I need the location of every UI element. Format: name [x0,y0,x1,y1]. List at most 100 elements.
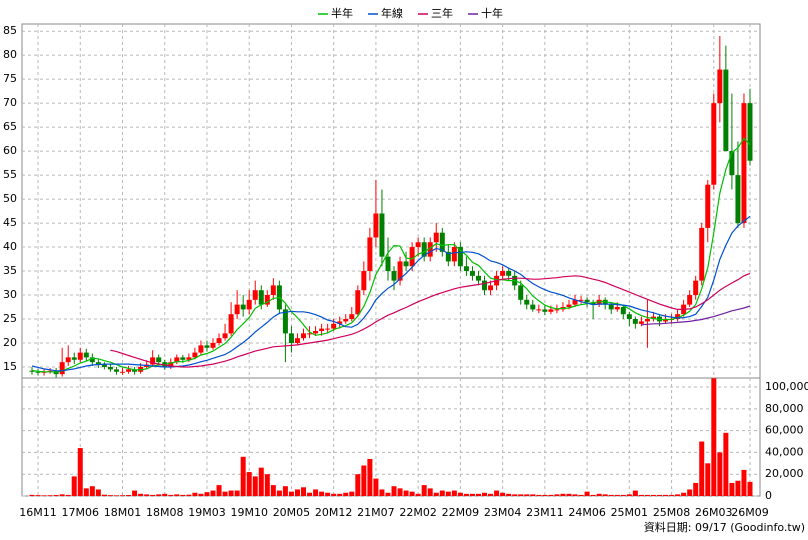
candle-body [258,290,264,305]
volume-bar [439,490,445,496]
candle-body [457,247,463,267]
volume-bar [687,489,693,496]
y2-tick-label: 0 [765,489,772,502]
candle-body [548,309,554,312]
candle-body [180,357,186,360]
candle-body [210,342,216,348]
candle-body [614,307,620,310]
volume-bar [246,472,252,496]
volume-bar [204,492,210,496]
candle-body [65,357,71,363]
y-tick-label: 70 [3,96,17,109]
candle-body [566,304,572,308]
y-tick-label: 15 [3,360,17,373]
candle-body [343,319,349,322]
candle-body [319,328,325,331]
volume-bar [614,494,620,496]
candle-body [361,271,367,291]
y-tick-label: 80 [3,48,17,61]
candle-body [264,295,270,305]
volume-bar [47,495,53,496]
volume-bar [530,494,536,496]
y-tick-label: 40 [3,240,17,253]
candle-body [650,316,656,319]
volume-bar [584,491,590,496]
candle-body [126,369,132,372]
x-tick-label: 26M09 [731,506,769,519]
volume-bar [222,491,228,496]
x-tick-label: 23M11 [526,506,564,519]
candle-body [542,309,548,312]
volume-bar [270,485,276,496]
volume-bar [723,432,729,496]
candle-body [192,352,198,358]
volume-bar [144,494,150,496]
y2-tick-label: 60,000 [765,424,804,437]
candle-body [240,304,246,310]
candle-body [741,103,747,224]
candle-body [186,357,192,360]
candle-body [349,314,355,319]
volume-bar [415,493,421,496]
candle-body [663,319,669,322]
candle-body [107,366,113,370]
volume-bar [126,495,132,496]
candle-body [409,247,415,267]
volume-bar [590,494,596,496]
volume-bar [560,493,566,496]
candle-body [693,280,699,296]
volume-bar [463,493,469,496]
volume-bar [421,485,427,496]
volume-bar [548,494,554,496]
volume-bar [391,486,397,496]
volume-bar [705,463,711,496]
volume-bar [95,489,101,496]
volume-bar [319,491,325,496]
candle-body [385,256,391,272]
candle-body [506,271,512,276]
y-tick-label: 75 [3,72,17,85]
candle-body [415,242,421,248]
candle-body [89,357,95,363]
ma-line [31,215,751,372]
ma-line [110,272,751,368]
candle-body [337,321,343,324]
volume-bar [427,488,433,496]
volume-bar [186,494,192,496]
volume-bar [264,474,270,496]
candle-body [204,345,210,348]
candle-body [536,309,542,311]
volume-bar [282,486,288,496]
volume-bar [77,448,83,496]
candle-body [59,362,65,375]
volume-bar [445,491,451,496]
candle-body [29,370,35,372]
volume-bar [65,494,71,496]
volume-bar [53,495,59,496]
y-tick-label: 85 [3,24,17,37]
volume-bar [288,491,294,496]
y-tick-label: 65 [3,120,17,133]
volume-bar [240,456,246,496]
candle-body [717,69,723,104]
candle-body [469,271,475,276]
candle-body [488,285,494,291]
candle-body [675,314,681,319]
candle-body [463,266,469,272]
volume-bar [494,490,500,496]
x-tick-label: 25M08 [653,506,691,519]
x-tick-label: 18M08 [146,506,184,519]
volume-bar [71,476,77,496]
volume-bar [367,458,373,496]
candle-body [331,323,337,329]
candle-body [735,175,741,224]
candle-body [156,357,162,363]
volume-bar [451,490,457,496]
candle-body [445,251,451,262]
volume-bar [168,494,174,496]
x-tick-label: 26M03 [695,506,733,519]
volume-bar [113,495,119,496]
x-tick-label: 16M11 [19,506,57,519]
candle-body [699,227,705,281]
volume-bar [711,378,717,496]
